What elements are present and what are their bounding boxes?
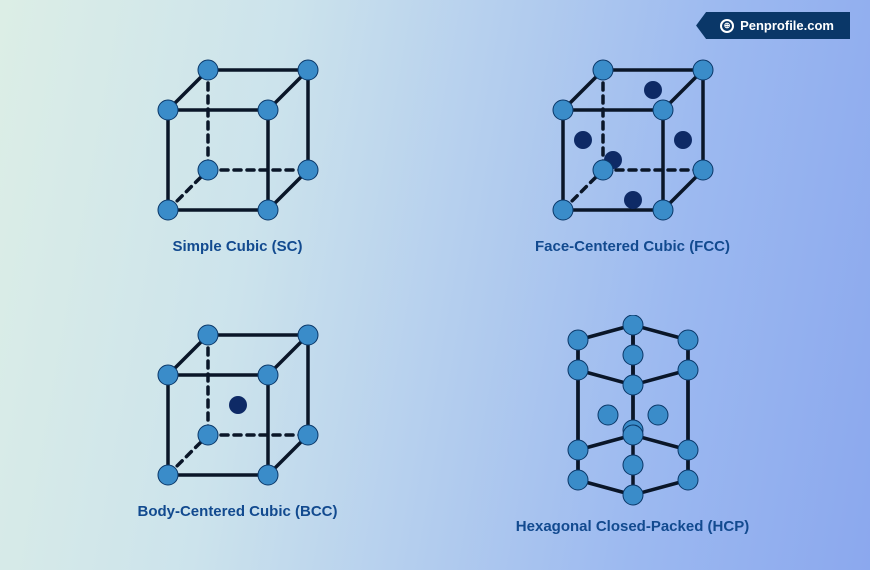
cell-fcc: Face-Centered Cubic (FCC) — [495, 50, 770, 295]
diagram-fcc — [543, 50, 723, 230]
badge-text: Penprofile.com — [740, 18, 834, 33]
source-badge: ⊕ Penprofile.com — [696, 12, 850, 39]
diagram-hcp — [543, 315, 723, 510]
diagram-sc — [148, 50, 328, 230]
label-bcc: Body-Centered Cubic (BCC) — [137, 503, 337, 520]
cell-bcc: Body-Centered Cubic (BCC) — [100, 315, 375, 560]
label-fcc: Face-Centered Cubic (FCC) — [535, 238, 730, 255]
diagram-bcc — [148, 315, 328, 495]
label-hcp: Hexagonal Closed-Packed (HCP) — [516, 518, 749, 535]
label-sc: Simple Cubic (SC) — [172, 238, 302, 255]
cell-sc: Simple Cubic (SC) — [100, 50, 375, 295]
globe-icon: ⊕ — [720, 19, 734, 33]
cell-hcp: Hexagonal Closed-Packed (HCP) — [495, 315, 770, 560]
structure-grid: Simple Cubic (SC) Face-Centered Cubic (F… — [0, 50, 870, 560]
